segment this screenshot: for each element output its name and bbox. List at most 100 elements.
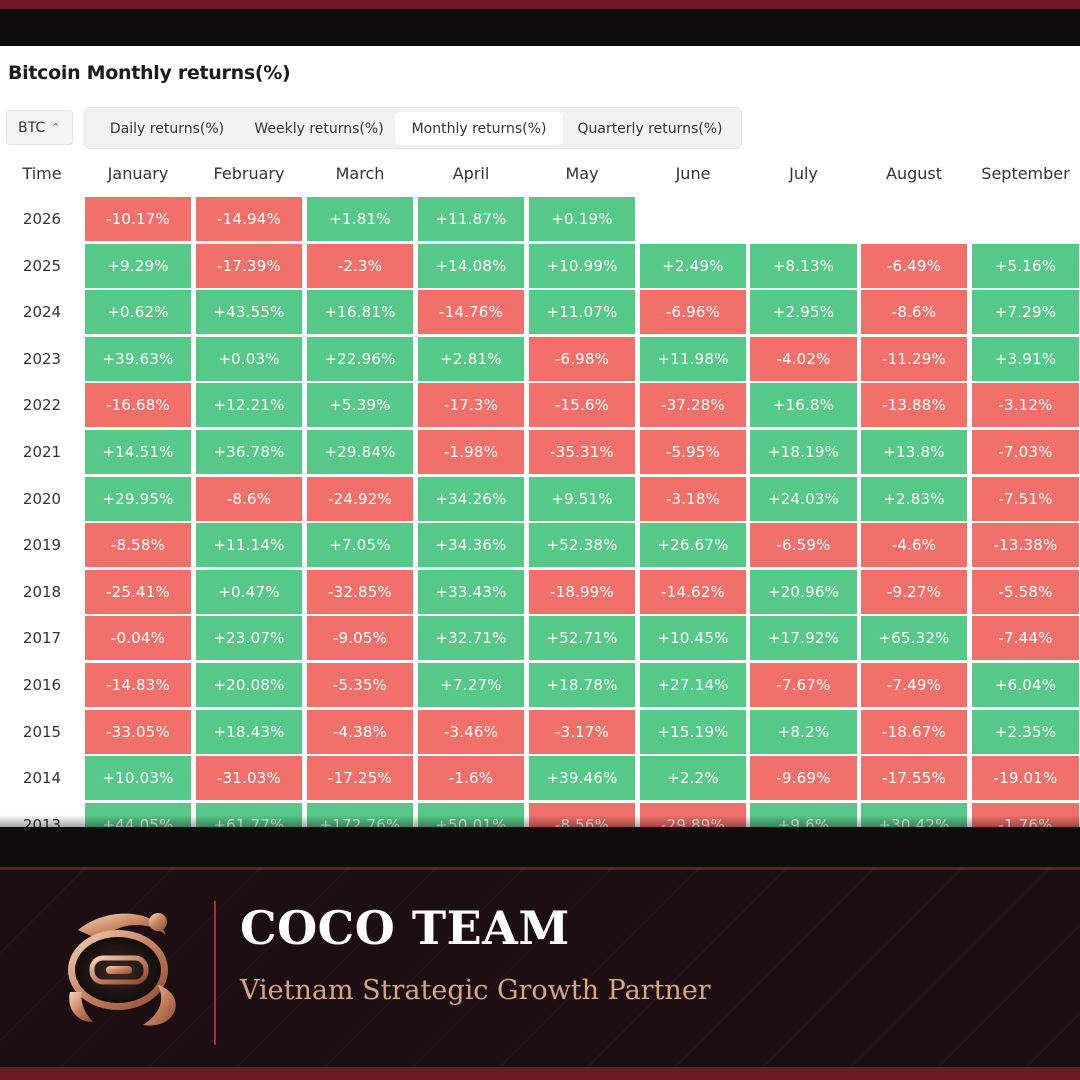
return-cell: -18.99% — [529, 569, 635, 614]
return-cell: +0.19% — [529, 197, 635, 241]
return-cell: +29.84% — [307, 429, 413, 474]
return-cell: -1.98% — [418, 429, 524, 474]
return-cell: +2.83% — [861, 476, 967, 521]
table-body: 2026 -10.17% -14.94% +1.81% +11.87% +0.19% 202… — [0, 197, 1080, 827]
return-cell: +32.71% — [418, 616, 524, 661]
monthly-returns-table: Time January February March April May June July… — [0, 150, 1080, 827]
return-cell: +2.2% — [640, 756, 746, 801]
return-cell: +0.62% — [85, 290, 191, 335]
return-cell: -18.67% — [861, 709, 967, 754]
row-year-label: 2013 — [22, 815, 62, 827]
return-cell: +33.43% — [418, 569, 524, 614]
return-cell: -29.89% — [640, 802, 746, 827]
frame-gap-band — [0, 827, 1080, 867]
return-cell: -3.17% — [529, 709, 635, 754]
tab-monthly-returns[interactable]: Monthly returns(%) — [395, 112, 563, 145]
table-row: 2022 -16.68% +12.21% +5.39% -17.3% -15.6% -37.… — [0, 383, 1080, 430]
tab-daily-returns[interactable]: Daily returns(%) — [109, 120, 225, 137]
return-cell: -8.6% — [196, 476, 302, 521]
return-cell: +10.99% — [529, 243, 635, 288]
return-cell: +7.05% — [307, 523, 413, 568]
return-cell: +52.38% — [529, 523, 635, 568]
return-cell: -32.85% — [307, 569, 413, 614]
bottom-frame-band — [0, 1067, 1080, 1080]
return-cell: +9.6% — [750, 802, 857, 827]
row-year-label: 2022 — [22, 396, 62, 415]
return-cell: +8.13% — [750, 243, 857, 288]
return-cell: -5.95% — [640, 429, 746, 474]
return-cell: -14.76% — [418, 290, 524, 335]
table-row: 2023 +39.63% +0.03% +22.96% +2.81% -6.98% +11.… — [0, 336, 1080, 384]
return-cell: +61.77% — [196, 802, 302, 827]
return-cell: -15.6% — [529, 383, 635, 428]
tab-quarterly-returns[interactable]: Quarterly returns(%) — [577, 120, 723, 137]
return-cell: +27.14% — [640, 662, 746, 707]
column-header-month: May — [565, 164, 599, 183]
return-cell: -1.76% — [972, 802, 1079, 827]
return-cell: -4.6% — [861, 523, 967, 568]
return-cell: -37.28% — [640, 383, 746, 428]
return-cell: +36.78% — [196, 429, 302, 474]
return-cell: -3.46% — [418, 709, 524, 754]
brand-name: COCO TEAM — [240, 901, 570, 955]
return-cell: +15.19% — [640, 709, 746, 754]
row-year-label: 2016 — [22, 675, 62, 694]
brand-tagline: Vietnam Strategic Growth Partner — [240, 975, 711, 1006]
banner-top-line — [0, 867, 1080, 870]
return-cell: -7.44% — [972, 616, 1079, 661]
column-header-month: July — [789, 164, 818, 183]
table-row: 2016 -14.83% +20.08% -5.35% +7.27% +18.78% +27… — [0, 662, 1080, 710]
return-cell: +18.19% — [750, 429, 857, 474]
return-cell: -4.02% — [750, 336, 857, 381]
return-cell: -4.38% — [307, 709, 413, 754]
return-cell: +16.81% — [307, 290, 413, 335]
return-cell: +65.32% — [861, 616, 967, 661]
return-cell: +14.51% — [85, 429, 191, 474]
return-cell: +52.71% — [529, 616, 635, 661]
return-cell: -14.62% — [640, 569, 746, 614]
return-cell: -7.67% — [750, 662, 857, 707]
return-cell: -9.05% — [307, 616, 413, 661]
return-cell: -6.59% — [750, 523, 857, 568]
return-cell: +20.08% — [196, 662, 302, 707]
return-cell: +43.55% — [196, 290, 302, 335]
return-cell: -8.56% — [529, 802, 635, 827]
column-header-month: June — [675, 164, 711, 183]
tab-weekly-returns[interactable]: Weekly returns(%) — [254, 120, 384, 137]
column-header-month: March — [335, 164, 385, 183]
table-row: 2021 +14.51% +36.78% +29.84% -1.98% -35.31% -5… — [0, 429, 1080, 477]
return-cell: +50.01% — [418, 802, 524, 827]
return-cell: +10.45% — [640, 616, 746, 661]
return-cell: -25.41% — [85, 569, 191, 614]
column-header-month: August — [886, 164, 942, 183]
return-cell: -13.88% — [861, 383, 967, 428]
updown-chevron-icon: ⌃ — [51, 121, 61, 134]
return-cell: -31.03% — [196, 756, 302, 801]
banner-divider — [214, 901, 216, 1045]
row-year-label: 2026 — [22, 210, 62, 228]
return-cell: +172.76% — [307, 802, 413, 827]
return-cell: +22.96% — [307, 336, 413, 381]
table-row: 2026 -10.17% -14.94% +1.81% +11.87% +0.19% — [0, 197, 1080, 244]
table-row: 2017 -0.04% +23.07% -9.05% +32.71% +52.71% +10… — [0, 616, 1080, 663]
return-cell: +34.36% — [418, 523, 524, 568]
column-header-month: January — [107, 164, 169, 183]
return-cell: -14.83% — [85, 662, 191, 707]
table-row: 2013 +44.05% +61.77% +172.76% +50.01% -8.56% -… — [0, 802, 1080, 827]
return-cell: +34.26% — [418, 476, 524, 521]
return-cell: -24.92% — [307, 476, 413, 521]
table-row: 2025 +9.29% -17.39% -2.3% +14.08% +10.99% +2.4… — [0, 243, 1080, 291]
row-year-label: 2021 — [22, 442, 62, 461]
table-row: 2015 -33.05% +18.43% -4.38% -3.46% -3.17% +15.… — [0, 709, 1080, 757]
return-cell: +24.03% — [750, 476, 857, 521]
return-cell: +23.07% — [196, 616, 302, 661]
return-cell: +1.81% — [307, 197, 413, 241]
asset-select-value: BTC — [18, 119, 46, 136]
return-cell: +0.47% — [196, 569, 302, 614]
table-header-row: Time January February March April May June July… — [0, 150, 1080, 197]
return-cell: -5.35% — [307, 662, 413, 707]
return-cell: +26.67% — [640, 523, 746, 568]
return-cell: +39.46% — [529, 756, 635, 801]
return-cell: -17.3% — [418, 383, 524, 428]
asset-select[interactable]: BTC ⌃ — [6, 110, 73, 145]
